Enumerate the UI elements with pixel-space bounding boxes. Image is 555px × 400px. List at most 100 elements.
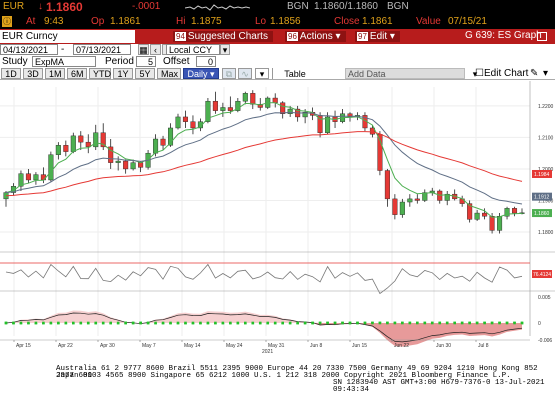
- candle-body: [384, 170, 390, 200]
- histogram-dot: [356, 321, 359, 325]
- range-bar: 1D 3D 1M 6M YTD 1Y 5Y Max Daily ▾ ⧉ ∿ ▾ …: [0, 68, 555, 80]
- study-bar: Study ExpMA Period 5 Offset 0: [0, 56, 555, 68]
- histogram-dot: [333, 321, 337, 325]
- candle-body: [399, 201, 405, 215]
- end-date-input[interactable]: 07/13/2021: [73, 44, 131, 55]
- range-button-1m[interactable]: 1M: [45, 68, 65, 79]
- histogram-dot: [475, 321, 479, 325]
- edit-chart-label[interactable]: Edit Chart: [484, 68, 529, 79]
- actions-number: 96: [287, 32, 298, 41]
- price-tag-label: 1.1984: [534, 172, 550, 178]
- period-input[interactable]: 5: [136, 56, 156, 67]
- time-tick-label: May 31: [268, 343, 285, 349]
- calendar-icon[interactable]: ▦: [138, 44, 149, 55]
- histogram-dot: [386, 321, 389, 325]
- chevron-down-icon[interactable]: ▾: [255, 68, 269, 79]
- candle-body: [272, 97, 278, 103]
- range-button-5y[interactable]: 5Y: [135, 68, 155, 79]
- histogram-tick-label: 0.005: [538, 295, 551, 301]
- edit-button[interactable]: 97 Edit ▾: [355, 31, 400, 42]
- add-data-input[interactable]: Add Data: [345, 68, 465, 79]
- histogram-dot: [86, 321, 90, 325]
- candle-body: [85, 141, 91, 148]
- candle-body: [63, 145, 69, 152]
- start-date-input[interactable]: 04/13/2021: [0, 44, 58, 55]
- histogram-dot: [453, 321, 456, 325]
- pencil-icon[interactable]: ✎: [530, 68, 539, 79]
- ticker-field[interactable]: EUR Curncy: [0, 30, 135, 43]
- candle-body: [242, 93, 248, 102]
- range-button-ytd[interactable]: YTD: [89, 68, 111, 79]
- histogram-dot: [520, 321, 524, 325]
- edit-chart-checkbox-icon[interactable]: ☐: [475, 68, 484, 79]
- candle-body: [33, 174, 39, 181]
- time-label: At: [26, 16, 36, 27]
- histogram-dot: [251, 321, 255, 325]
- high-value: 1.1875: [191, 16, 222, 27]
- histogram-dot: [34, 321, 38, 325]
- price-tag-label: 1.1912: [534, 195, 550, 201]
- candle-body: [18, 173, 24, 187]
- range-button-1d[interactable]: 1D: [1, 68, 21, 79]
- footer-line-3: SN 1283940 AST GMT+3:00 H679-7376-0 13-J…: [333, 379, 545, 394]
- histogram-dot: [483, 321, 486, 325]
- candle-body: [220, 107, 226, 111]
- candle-icon[interactable]: ⧉: [222, 68, 236, 79]
- range-button-3d[interactable]: 3D: [23, 68, 43, 79]
- candle-body: [287, 108, 293, 114]
- chevron-down-icon[interactable]: ▾: [220, 44, 230, 55]
- window-icon[interactable]: [537, 32, 547, 41]
- time-tick-label: Apr 30: [100, 343, 115, 349]
- offset-input[interactable]: 0: [196, 56, 216, 67]
- frequency-select[interactable]: Daily ▾: [183, 68, 219, 79]
- currency-select[interactable]: Local CCY: [166, 44, 220, 55]
- study-input[interactable]: ExpMA: [32, 56, 96, 67]
- candle-body: [130, 162, 136, 170]
- bid-ask: 1.1860/1.1860: [314, 1, 378, 12]
- candle-body: [182, 116, 188, 122]
- table-button[interactable]: Table: [280, 68, 310, 79]
- period-label: Period: [105, 56, 134, 67]
- candle-body: [175, 116, 181, 129]
- range-button-1y[interactable]: 1Y: [113, 68, 133, 79]
- price-tag-label: 1.1860: [534, 211, 550, 217]
- candle-body: [474, 212, 480, 220]
- price-tag: [532, 209, 552, 218]
- histogram-dot: [199, 321, 202, 325]
- candle-body: [489, 216, 495, 231]
- histogram-tick-label: 0: [538, 321, 541, 327]
- histogram-dot: [303, 321, 307, 325]
- time-tick-label: May 24: [226, 343, 243, 349]
- ema-mid-line: [5, 111, 523, 205]
- price-tag: [532, 192, 552, 201]
- histogram-dot: [221, 321, 225, 325]
- candle-body: [115, 160, 121, 163]
- candle-body: [250, 93, 256, 105]
- suggested-charts-button[interactable]: 94 Suggested Charts: [173, 31, 273, 42]
- prev-arrow-icon[interactable]: ‹: [150, 44, 161, 55]
- histogram-dot: [42, 321, 45, 325]
- low-value: 1.1856: [270, 16, 301, 27]
- chevron-down-icon[interactable]: ▾: [470, 68, 480, 79]
- histogram-dot: [505, 321, 509, 325]
- range-button-max[interactable]: Max: [157, 68, 181, 79]
- ema-fast-line: [5, 102, 523, 218]
- quote-detail-bar: ⓘ At 9:43 Op 1.1861 Hi 1.1875 Lo 1.1856 …: [0, 15, 555, 29]
- price-tick-label: 1.1800: [538, 230, 554, 236]
- range-button-6m[interactable]: 6M: [67, 68, 87, 79]
- info-icon[interactable]: ⓘ: [2, 16, 12, 27]
- page-title: G 639: ES Graph: [465, 30, 542, 41]
- chevron-down-icon[interactable]: ▾: [543, 68, 549, 79]
- candle-body: [369, 127, 375, 135]
- candle-body: [55, 145, 61, 155]
- histogram-dot: [12, 321, 15, 325]
- grid: [0, 87, 530, 336]
- line-chart-icon[interactable]: ∿: [238, 68, 252, 79]
- histogram-dot: [214, 321, 217, 325]
- down-arrow-icon: ↓: [38, 1, 43, 12]
- candle-body: [504, 208, 510, 217]
- price-tick-label: 1.1900: [538, 198, 554, 204]
- last-price: 1.1860: [46, 0, 83, 14]
- actions-button[interactable]: 96 Actions ▾: [285, 31, 346, 42]
